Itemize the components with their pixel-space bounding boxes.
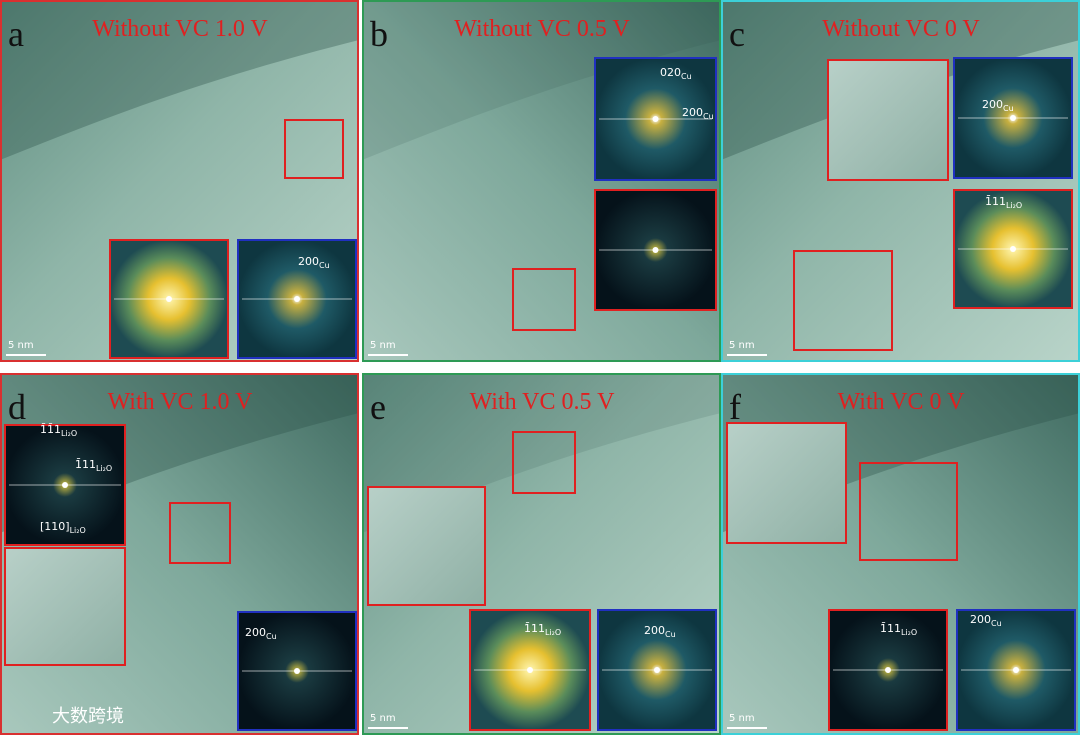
panel-letter: b	[370, 14, 388, 54]
fft-spot	[652, 116, 659, 122]
fft-label: 1̄11Li₂O	[524, 622, 561, 637]
fft-label: 200Cu	[298, 255, 330, 270]
panel-title: With VC 1.0 V	[108, 389, 254, 415]
scale-bar-label: 5 nm	[370, 340, 396, 351]
fft-label: 020Cu	[660, 66, 692, 81]
fft-label-index: 200	[982, 98, 1003, 111]
fft-label-index: 1̄11	[985, 195, 1006, 208]
fft-spot	[527, 667, 533, 673]
fft-label-index: 020	[660, 66, 681, 79]
scale-bar-label: 5 nm	[729, 713, 755, 724]
tem-feature	[362, 0, 721, 160]
fft-label: 1̄1̄1Li₂O	[40, 423, 77, 438]
panel: d With VC 1.0 V1̄1̄1Li₂O1̄11Li₂O[110]Li₂O…	[0, 373, 359, 735]
fft-label-index: 200	[298, 255, 319, 268]
panel-border	[362, 373, 721, 735]
panel-letter: f	[729, 387, 741, 427]
fft-spot	[166, 296, 172, 302]
fft-label: 1̄11Li₂O	[985, 195, 1022, 210]
fft-label-phase: Cu	[991, 619, 1002, 628]
fft-spot	[62, 482, 68, 488]
panel-letter: e	[370, 387, 386, 427]
scale-bar-label: 5 nm	[8, 340, 34, 351]
selection-box	[859, 462, 958, 561]
fft-label-phase: Li₂O	[61, 429, 77, 438]
scale-bar-label: 5 nm	[729, 340, 755, 351]
zoom-inset	[4, 547, 126, 666]
fft-label: 200Cu	[970, 613, 1002, 628]
fft-spot	[1010, 115, 1016, 121]
fft-label: 200Cu	[644, 624, 676, 639]
selection-box	[512, 268, 576, 331]
fft-label-index: 200	[644, 624, 665, 637]
fft-label-index: 200	[970, 613, 991, 626]
fft-label: 1̄11Li₂O	[880, 622, 917, 637]
panel: e With VC 0.5 V 5 nm 1̄11Li₂O 200Cu	[362, 373, 721, 735]
fft-label-index: 1̄1̄1	[40, 423, 61, 436]
fft-label: [110]Li₂O	[40, 520, 86, 535]
panel-title: Without VC 0 V	[822, 16, 980, 42]
fft-label-phase: Li₂O	[96, 464, 112, 473]
selection-box	[169, 502, 231, 564]
zoom-inset	[827, 59, 949, 181]
fft-label-phase: Cu	[266, 632, 277, 641]
fft-spot	[652, 247, 659, 253]
zoom-inset	[367, 486, 486, 606]
fft-label-phase: Li₂O	[70, 526, 86, 535]
fft-label-index: [110]	[40, 520, 70, 533]
tem-feature	[0, 0, 359, 160]
selection-box	[793, 250, 893, 351]
panel-title: Without VC 0.5 V	[454, 16, 630, 42]
panel-letter: a	[8, 14, 24, 54]
fft-label-index: 1̄11	[880, 622, 901, 635]
panel-border	[721, 373, 1080, 735]
fft-spot	[1013, 667, 1019, 673]
fft-label-phase: Li₂O	[545, 628, 561, 637]
panel-border	[0, 373, 359, 735]
watermark: 大数跨境	[52, 706, 124, 727]
fft-label-phase: Li₂O	[901, 628, 917, 637]
panel-border	[721, 0, 1080, 362]
panel: c Without VC 0 V 5 nm 200Cu 1̄11Li₂O	[721, 0, 1080, 362]
fft-label-index: 200	[245, 626, 266, 639]
scale-bar-label: 5 nm	[370, 713, 396, 724]
fft-label-phase: Cu	[665, 630, 676, 639]
fft-label-phase: Li₂O	[1006, 201, 1022, 210]
fft-spot	[654, 667, 660, 673]
fft-label-phase: Cu	[681, 72, 692, 81]
fft-label-index: 200	[682, 106, 703, 119]
panel-title: With VC 0 V	[838, 389, 966, 415]
selection-box	[284, 119, 344, 179]
fft-spot	[294, 296, 300, 302]
panel-title: Without VC 1.0 V	[92, 16, 268, 42]
fft-label: 200Cu	[682, 106, 714, 121]
fft-label: 200Cu	[245, 626, 277, 641]
panel: f With VC 0 V 5 nm 1̄11Li₂O 200Cu	[721, 373, 1080, 735]
fft-label: 200Cu	[982, 98, 1014, 113]
panel: a Without VC 1.0 V 5 nm 200Cu	[0, 0, 359, 362]
panel-title: With VC 0.5 V	[470, 389, 616, 415]
panel-letter: c	[729, 14, 745, 54]
fft-label-phase: Cu	[319, 261, 330, 270]
fft-label: 1̄11Li₂O	[75, 458, 112, 473]
fft-label-phase: Cu	[1003, 104, 1014, 113]
panel-letter: d	[8, 387, 26, 427]
fft-spot	[294, 668, 300, 674]
fft-spot	[885, 667, 891, 673]
fft-label-index: 1̄11	[75, 458, 96, 471]
panel-border	[0, 0, 359, 362]
fft-label-phase: Cu	[703, 112, 714, 121]
fft-label-index: 1̄11	[524, 622, 545, 635]
selection-box	[512, 431, 576, 494]
panel-border	[362, 0, 721, 362]
zoom-inset	[726, 422, 847, 544]
fft-spot	[1010, 246, 1016, 252]
